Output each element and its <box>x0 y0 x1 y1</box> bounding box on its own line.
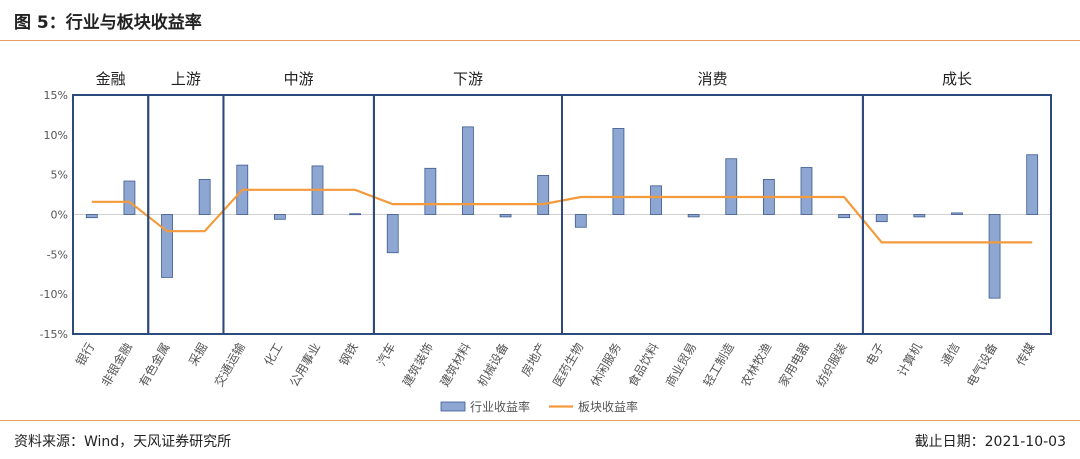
bar-家用电器 <box>800 167 813 215</box>
date-note: 截止日期：2021-10-03 <box>914 434 1066 450</box>
bar-传媒 <box>1026 154 1039 215</box>
group-label-消费: 消费 <box>697 70 727 88</box>
legend-line-label: 板块收益率 <box>578 399 638 414</box>
figure-title: 图 5：行业与板块收益率 <box>14 13 202 33</box>
group-label-成长: 成长 <box>942 70 972 88</box>
legend-bar-label: 行业收益率 <box>470 399 530 414</box>
bar-电子 <box>875 214 888 223</box>
bar-计算机 <box>913 214 926 218</box>
x-tick-label: 建筑材料 <box>437 340 474 389</box>
group-boxes <box>72 94 1053 335</box>
bar-非银金融 <box>123 180 136 215</box>
x-tick-label: 公用事业 <box>287 341 323 390</box>
footer-divider <box>0 420 1080 421</box>
x-tick-label: 电气设备 <box>963 340 1000 389</box>
group-label-中游: 中游 <box>284 70 314 88</box>
x-tick-label: 银行 <box>73 341 97 369</box>
x-tick-label: 机械设备 <box>474 340 511 389</box>
bar-采掘 <box>198 179 211 215</box>
bar-汽车 <box>386 214 399 254</box>
x-axis-labels: 银行 非银金融 有色金属 采掘 交通运输 化工 公用事业 钢铁 汽车 建筑装饰 建筑材料 机械设备 房地… <box>73 340 1038 389</box>
x-tick-label: 电子 <box>863 341 887 369</box>
bar-机械设备 <box>499 214 512 218</box>
x-tick-label: 建筑装饰 <box>399 340 436 389</box>
y-tick-label: -15% <box>40 328 68 341</box>
x-tick-label: 计算机 <box>894 340 925 379</box>
x-tick-label: 房地产 <box>518 340 549 379</box>
x-tick-label: 休闲服务 <box>587 340 624 389</box>
x-tick-label: 传媒 <box>1013 340 1038 368</box>
y-tick-label: 0% <box>51 209 68 222</box>
bar-休闲服务 <box>612 128 625 215</box>
bar-建筑装饰 <box>424 167 437 215</box>
bar-建筑材料 <box>462 126 474 215</box>
group-box-成长 <box>861 94 1053 335</box>
x-tick-label: 纺织服装 <box>814 341 850 390</box>
group-label-下游: 下游 <box>453 70 483 88</box>
x-tick-label: 医药生物 <box>550 341 586 390</box>
source-note: 资料来源：Wind，天风证券研究所 <box>14 434 232 450</box>
x-tick-label: 采掘 <box>185 340 210 368</box>
bar-商业贸易 <box>687 214 700 218</box>
x-tick-label: 交通运输 <box>211 340 248 389</box>
x-tick-label: 农林牧渔 <box>738 341 774 390</box>
y-tick-label: 15% <box>44 89 68 102</box>
y-tick-label: 10% <box>44 129 68 142</box>
bar-通信 <box>951 212 963 215</box>
x-tick-label: 商业贸易 <box>662 340 699 389</box>
x-tick-label: 汽车 <box>373 340 398 368</box>
bar-化工 <box>273 214 286 220</box>
bar-房地产 <box>537 175 550 215</box>
x-tick-label: 通信 <box>938 341 962 369</box>
bar-食品饮料 <box>650 185 662 215</box>
bar-银行 <box>85 214 98 219</box>
bar-电气设备 <box>988 214 1001 299</box>
x-tick-label: 化工 <box>261 341 285 369</box>
y-axis: 15% 10% 5% 0% -5% -10% -15% <box>40 89 68 341</box>
bar-轻工制造 <box>725 158 738 215</box>
title-divider <box>0 40 1080 41</box>
group-label-上游: 上游 <box>171 70 201 88</box>
bar-医药生物 <box>574 214 587 228</box>
x-tick-label: 钢铁 <box>337 341 361 369</box>
x-tick-label: 轻工制造 <box>701 341 737 390</box>
x-tick-label: 食品饮料 <box>625 340 662 389</box>
y-tick-label: -5% <box>47 248 68 261</box>
bar-钢铁 <box>349 213 362 216</box>
bar-有色金属 <box>161 214 173 278</box>
y-tick-label: 5% <box>51 169 68 182</box>
y-tick-label: -10% <box>40 288 68 301</box>
x-tick-label: 家用电器 <box>775 340 812 389</box>
group-labels: 金融 上游 中游 下游 消费 成长 <box>96 70 972 88</box>
legend-bar-swatch <box>440 401 466 412</box>
legend: 行业收益率 板块收益率 <box>440 399 638 414</box>
group-label-金融: 金融 <box>96 70 126 88</box>
x-tick-label: 有色金属 <box>136 340 173 389</box>
bar-纺织服装 <box>838 214 851 219</box>
x-tick-label: 非银金融 <box>98 340 135 389</box>
